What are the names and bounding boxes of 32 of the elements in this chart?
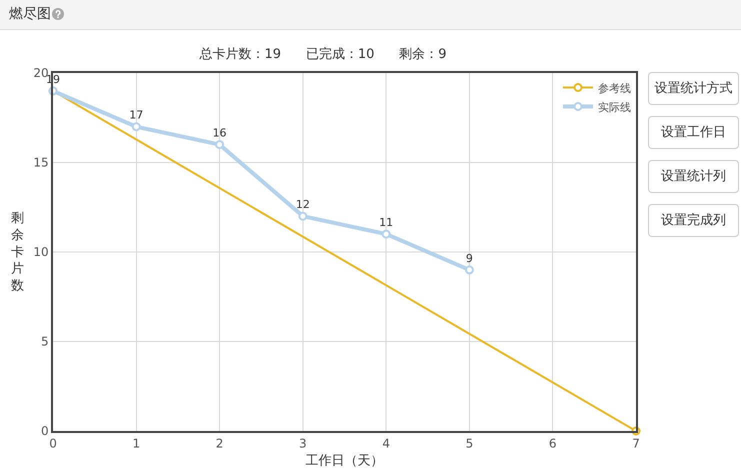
chart-subtitle: 总卡片数：19 已完成：10 剩余：9 <box>198 46 448 64</box>
chart-title: 燃尽图 <box>9 5 51 23</box>
y-axis-title: 剩余卡片数 <box>11 211 24 294</box>
y-tick-label: 5 <box>40 334 49 349</box>
y-tick-label: 15 <box>33 156 49 170</box>
x-tick-label: 2 <box>216 436 224 450</box>
button: 设置完成列 <box>648 204 739 237</box>
x-tick-label: 1 <box>132 436 140 450</box>
legend-label: 参考线 <box>598 82 631 95</box>
x-axis-title: 工作日（天） <box>306 454 384 468</box>
point <box>382 230 391 239</box>
point <box>132 122 141 132</box>
x-tick-label: 3 <box>299 436 307 450</box>
x-tick-label: 4 <box>382 436 390 450</box>
x-tick-label: 6 <box>548 436 557 450</box>
data-label: 12 <box>296 198 310 212</box>
button: 设置统计方式 <box>648 72 739 105</box>
data-label: 17 <box>129 108 144 122</box>
data-label: 16 <box>212 126 227 140</box>
legend-label: 实际线 <box>598 100 631 114</box>
button: 设置工作日 <box>648 116 739 149</box>
y-tick-label: 20 <box>33 66 49 80</box>
x-tick-label: 7 <box>632 436 640 450</box>
button: 设置统计列 <box>648 160 739 193</box>
point <box>298 212 308 221</box>
data-label: 11 <box>379 216 394 229</box>
data-label: 9 <box>466 252 473 265</box>
y-tick-label: 0 <box>40 424 49 438</box>
point <box>464 265 474 274</box>
point <box>215 140 224 150</box>
y-tick-label: 10 <box>33 245 49 260</box>
x-tick-label: 5 <box>466 436 474 450</box>
